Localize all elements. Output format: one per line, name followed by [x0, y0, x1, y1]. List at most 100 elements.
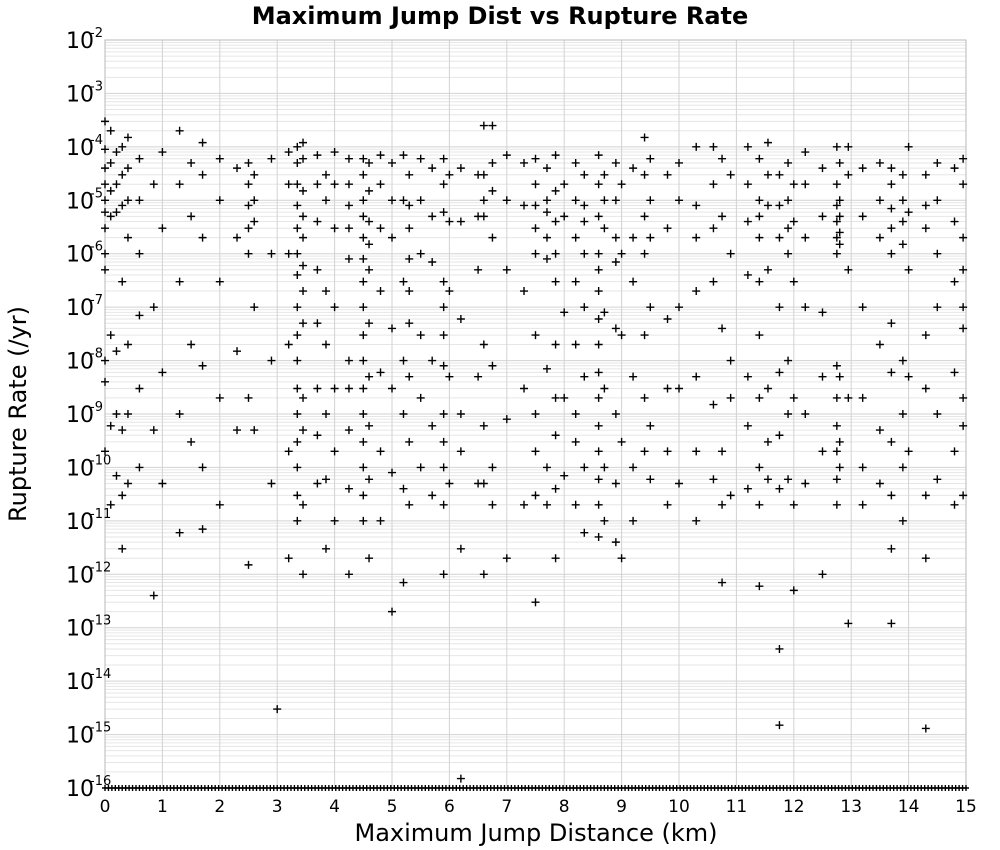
data-point — [784, 249, 793, 258]
data-point — [388, 468, 396, 477]
data-point — [600, 224, 609, 233]
data-point — [313, 265, 322, 274]
x-tick-label: 13 — [840, 797, 862, 817]
data-point — [763, 201, 772, 210]
x-tick-label: 14 — [898, 797, 920, 817]
data-point — [118, 426, 127, 435]
data-point — [551, 340, 560, 349]
data-point — [399, 578, 408, 587]
data-point — [801, 479, 810, 488]
data-point — [284, 340, 293, 349]
data-point — [502, 265, 511, 274]
data-point — [439, 570, 448, 579]
y-tick-label: 10 — [66, 777, 94, 802]
data-point — [594, 287, 603, 296]
data-point — [187, 340, 196, 349]
data-point — [921, 201, 930, 210]
data-point — [594, 340, 603, 349]
data-point — [365, 217, 374, 226]
y-tick-label: 10 — [66, 403, 94, 428]
data-point — [789, 180, 798, 189]
data-point — [313, 217, 322, 226]
data-point — [904, 265, 913, 274]
data-point — [571, 277, 580, 286]
data-point — [112, 471, 121, 480]
data-point — [439, 463, 448, 472]
data-point — [755, 277, 764, 286]
y-tick-label: 10 — [66, 563, 94, 588]
data-point — [775, 201, 784, 210]
data-point — [904, 208, 913, 217]
data-point — [359, 384, 368, 393]
data-point — [594, 447, 603, 456]
data-point — [858, 393, 867, 402]
data-point — [479, 340, 488, 349]
data-point — [726, 393, 735, 402]
data-point — [784, 475, 793, 484]
data-point — [321, 196, 330, 205]
data-point — [571, 410, 580, 418]
data-point — [215, 393, 224, 402]
data-point — [488, 500, 497, 509]
data-point — [835, 463, 844, 472]
data-point — [709, 277, 718, 286]
data-point — [344, 570, 353, 579]
data-point — [123, 164, 132, 173]
data-point — [887, 164, 896, 173]
data-point — [359, 516, 368, 525]
data-point — [198, 525, 207, 534]
data-point — [542, 208, 551, 217]
data-point — [542, 164, 551, 173]
data-point — [101, 377, 109, 386]
data-point — [175, 410, 184, 418]
data-point — [359, 154, 368, 163]
y-tick-label: 10 — [66, 617, 94, 642]
data-point — [755, 463, 764, 472]
data-point — [531, 410, 540, 418]
data-point — [244, 224, 253, 233]
x-axis-label: Maximum Jump Distance (km) — [355, 819, 718, 847]
data-point — [198, 138, 207, 147]
data-point — [743, 180, 752, 189]
data-point — [832, 233, 841, 242]
data-point — [101, 196, 109, 205]
data-point — [959, 324, 968, 333]
y-tick-exponent: -14 — [90, 667, 111, 682]
data-point — [692, 142, 701, 151]
data-point — [875, 233, 884, 242]
data-point — [775, 170, 784, 179]
data-point — [198, 463, 207, 472]
data-point — [832, 393, 841, 402]
data-point — [646, 475, 655, 484]
data-point — [416, 249, 425, 258]
data-point — [321, 410, 330, 418]
data-point — [101, 447, 109, 456]
data-point — [921, 224, 930, 233]
data-point — [531, 224, 540, 233]
data-point — [718, 154, 727, 163]
x-tick-label: 5 — [387, 797, 398, 817]
data-point — [399, 196, 408, 205]
data-point — [743, 372, 752, 381]
data-point — [299, 500, 308, 509]
data-point — [755, 154, 764, 163]
data-point — [832, 500, 841, 509]
data-point — [293, 249, 302, 258]
data-point — [215, 500, 224, 509]
data-point — [112, 410, 121, 418]
data-point — [488, 186, 497, 195]
data-point — [359, 277, 368, 286]
data-point — [571, 437, 580, 446]
data-point — [293, 201, 302, 210]
data-point — [775, 721, 784, 730]
data-point — [488, 463, 497, 472]
data-point — [959, 265, 968, 274]
data-point — [551, 151, 560, 160]
data-point — [887, 368, 896, 377]
data-point — [675, 479, 683, 488]
data-point — [416, 196, 425, 205]
data-point — [743, 142, 752, 151]
data-point — [123, 133, 132, 142]
data-point — [718, 324, 727, 333]
data-point — [600, 308, 609, 317]
